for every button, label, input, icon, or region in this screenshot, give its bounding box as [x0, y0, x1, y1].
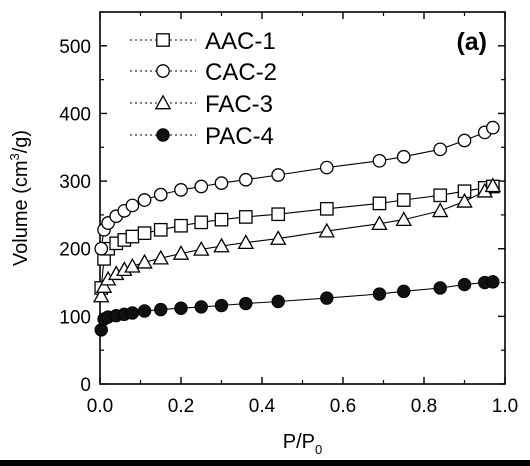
point-cac-2-16 [433, 142, 448, 157]
legend-label-aac-1: AAC-1 [205, 28, 276, 55]
point-pac-4-11 [239, 296, 253, 311]
point-cac-2-10 [214, 176, 229, 190]
point-aac-1-14 [372, 196, 387, 211]
point-fac-3-19 [484, 177, 502, 193]
series-fac-3 [92, 177, 502, 303]
point-pac-4-14 [372, 287, 387, 301]
point-aac-1-16 [433, 188, 448, 203]
point-aac-1-11 [238, 210, 253, 224]
point-fac-3-5 [124, 257, 141, 273]
x-tick-label-0: 0.0 [87, 396, 113, 417]
panel-label: (a) [456, 28, 487, 56]
point-cac-2-15 [396, 149, 411, 164]
x-axis-label-subscript: 0 [315, 442, 322, 457]
x-axis-label-main: P/P [283, 431, 315, 453]
point-cac-2-0 [94, 241, 109, 256]
point-fac-3-13 [318, 222, 336, 238]
point-fac-3-15 [395, 211, 412, 226]
point-cac-2-13 [319, 160, 334, 175]
point-cac-2-8 [174, 183, 188, 197]
point-pac-4-6 [137, 304, 152, 318]
y-tick-label-4: 400 [59, 104, 91, 125]
point-fac-3-16 [431, 202, 449, 218]
point-pac-4-17 [457, 277, 472, 292]
point-aac-1-5 [125, 229, 140, 244]
legend: AAC-1 CAC-2 FAC-3 PAC-4 [130, 28, 277, 150]
point-aac-1-7 [153, 222, 168, 237]
legend-label-fac-3: FAC-3 [205, 91, 273, 118]
x-tick-label-3: 0.6 [330, 396, 356, 417]
y-tick-label-1: 100 [59, 307, 91, 328]
y-tick-label-0: 0 [80, 375, 91, 396]
series-pac-4 [94, 275, 500, 337]
point-fac-3-17 [456, 192, 473, 208]
series-line-fac-3 [100, 185, 494, 297]
point-cac-2-12 [271, 168, 286, 182]
point-pac-4-8 [174, 301, 188, 315]
legend-marker-pac-4 [156, 128, 170, 142]
point-aac-1-6 [137, 226, 152, 241]
legend-marker-aac-1 [156, 33, 170, 47]
legend-marker-fac-3 [154, 94, 172, 110]
bottom-border [0, 460, 530, 466]
y-axis-label-main: Volume (cm [10, 160, 32, 266]
legend-label-pac-4: PAC-4 [205, 123, 274, 150]
point-fac-3-8 [172, 244, 190, 260]
series-cac-2 [94, 120, 500, 256]
point-fac-3-1 [95, 278, 113, 293]
point-cac-2-9 [194, 179, 209, 194]
point-cac-2-14 [372, 153, 387, 168]
point-cac-2-11 [238, 172, 253, 187]
legend-label-cac-2: CAC-2 [205, 59, 277, 86]
point-pac-4-13 [320, 291, 334, 305]
point-fac-3-9 [193, 240, 210, 256]
legend-marker-cac-2 [156, 64, 170, 78]
point-cac-2-19 [485, 120, 500, 135]
y-axis-label: Volume (cm3/g) [7, 130, 32, 266]
series-aac-1 [94, 179, 500, 295]
point-cac-2-5 [125, 198, 140, 213]
point-aac-1-13 [319, 201, 334, 216]
point-fac-3-10 [213, 237, 230, 253]
point-aac-1-10 [214, 212, 229, 227]
x-tick-label-4: 0.8 [411, 396, 437, 417]
point-pac-4-19 [486, 275, 500, 289]
point-pac-4-12 [271, 294, 285, 309]
point-fac-3-14 [371, 215, 388, 231]
point-fac-3-0 [92, 287, 110, 303]
point-pac-4-10 [214, 298, 229, 313]
point-fac-3-7 [152, 249, 169, 265]
point-pac-4-16 [433, 281, 447, 295]
point-fac-3-6 [136, 253, 153, 269]
y-axis-label-unit: /g) [10, 130, 32, 153]
point-aac-1-8 [174, 218, 188, 233]
x-tick-label-2: 0.4 [249, 396, 276, 417]
point-aac-1-9 [194, 215, 209, 230]
y-axis-label-superscript: 3 [7, 153, 22, 160]
point-fac-3-12 [269, 230, 287, 245]
x-tick-label-1: 0.2 [168, 396, 194, 417]
y-tick-label-5: 500 [59, 37, 91, 58]
x-tick-label-5: 1.0 [492, 396, 518, 417]
point-cac-2-7 [153, 187, 168, 202]
y-tick-label-3: 300 [59, 172, 91, 193]
point-cac-2-17 [457, 133, 472, 148]
y-tick-label-2: 200 [59, 240, 91, 261]
point-cac-2-6 [137, 193, 152, 207]
point-pac-4-15 [397, 284, 411, 299]
point-aac-1-12 [271, 207, 286, 222]
point-pac-4-5 [125, 306, 140, 320]
x-axis-label: P/P0 [283, 431, 322, 457]
point-fac-3-11 [237, 234, 255, 249]
point-aac-1-15 [396, 193, 411, 207]
point-pac-4-9 [194, 300, 208, 314]
point-pac-4-7 [154, 302, 168, 317]
